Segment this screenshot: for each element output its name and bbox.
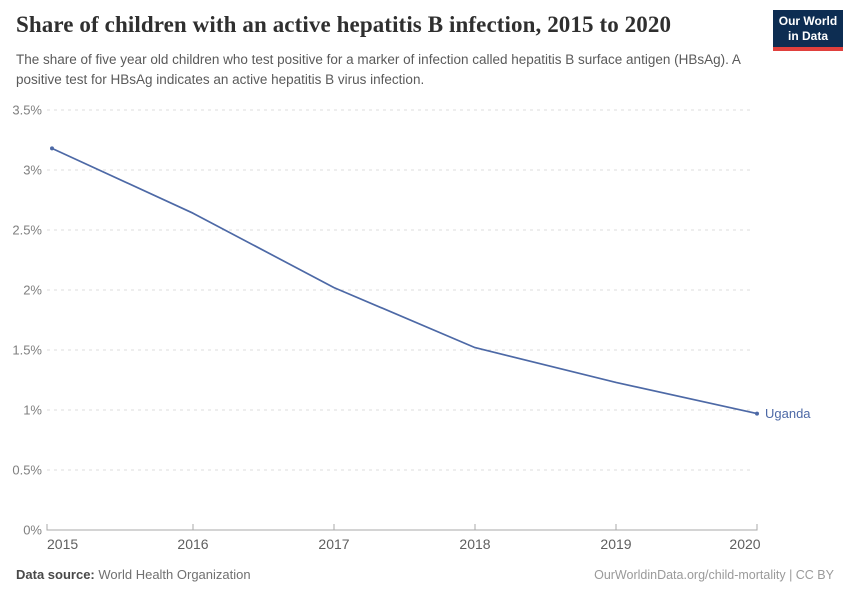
x-axis-label: 2020 bbox=[729, 536, 760, 552]
x-axis-label: 2018 bbox=[459, 536, 490, 552]
series-end-label[interactable]: Uganda bbox=[765, 406, 811, 421]
chart-title: Share of children with an active hepatit… bbox=[16, 12, 672, 37]
y-axis-label: 1.5% bbox=[12, 343, 42, 358]
y-axis-label: 3.5% bbox=[12, 103, 42, 118]
owid-logo-line1: Our World bbox=[778, 14, 838, 28]
y-axis-label: 2.5% bbox=[12, 223, 42, 238]
data-source-value: World Health Organization bbox=[98, 567, 251, 582]
y-axis-label: 1% bbox=[23, 403, 42, 418]
data-point[interactable] bbox=[50, 146, 54, 151]
chart-subtitle: The share of five year old children who … bbox=[16, 52, 741, 87]
x-axis-label: 2017 bbox=[318, 536, 349, 552]
y-axis-label: 2% bbox=[23, 283, 42, 298]
y-axis-label: 0.5% bbox=[12, 463, 42, 478]
y-axis-label: 0% bbox=[23, 523, 42, 538]
x-axis-label: 2016 bbox=[177, 536, 208, 552]
y-axis-label: 3% bbox=[23, 163, 42, 178]
owid-logo[interactable]: Our World in Data bbox=[773, 10, 843, 51]
owid-logo-line2: in Data bbox=[787, 29, 828, 43]
trend-line[interactable] bbox=[51, 147, 758, 415]
x-axis-label: 2019 bbox=[600, 536, 631, 552]
data-source-label: Data source: bbox=[16, 567, 95, 582]
data-point[interactable] bbox=[755, 411, 759, 416]
attribution-link[interactable]: OurWorldinData.org/child-mortality | CC … bbox=[594, 568, 834, 582]
x-axis-label: 2015 bbox=[47, 536, 78, 552]
x-axis-line bbox=[46, 524, 758, 531]
data-source: Data source: World Health Organization bbox=[16, 567, 251, 582]
